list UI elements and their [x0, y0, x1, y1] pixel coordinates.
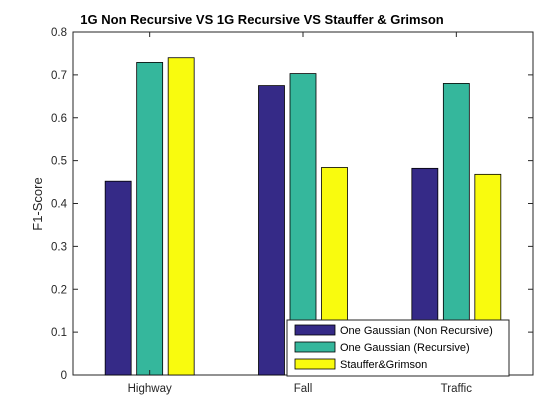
- x-tick-label-fall: Fall: [294, 383, 313, 395]
- y-tick-label: 0: [61, 370, 67, 382]
- y-tick-label: 0.5: [51, 156, 67, 168]
- y-axis-label: F1-Score: [30, 177, 45, 230]
- chart-title: 1G Non Recursive VS 1G Recursive VS Stau…: [80, 12, 443, 27]
- legend-label-series-3: Stauffer&Grimson: [340, 359, 427, 371]
- legend: One Gaussian (Non Recursive) One Gaussian…: [287, 320, 509, 376]
- y-tick-label: 0.4: [51, 199, 68, 211]
- x-tick-label-traffic: Traffic: [441, 383, 473, 395]
- y-tick-label: 0.6: [51, 113, 67, 125]
- bar-highway-series-3: [168, 58, 194, 375]
- legend-label-series-2: One Gaussian (Recursive): [340, 342, 470, 354]
- y-tick-label: 0.7: [51, 70, 67, 82]
- y-tick-label: 0.8: [51, 27, 67, 39]
- legend-swatch-series-2: [295, 342, 335, 352]
- y-tick-label: 0.1: [51, 327, 67, 339]
- y-tick-label: 0.2: [51, 284, 67, 296]
- legend-swatch-series-3: [295, 359, 335, 369]
- legend-swatch-series-1: [295, 325, 335, 335]
- bar-highway-series-2: [137, 62, 163, 375]
- bar-highway-series-1: [105, 181, 131, 375]
- bar-fall-series-1: [259, 86, 285, 375]
- x-tick-label-highway: Highway: [128, 383, 172, 395]
- legend-label-series-1: One Gaussian (Non Recursive): [340, 325, 493, 337]
- y-tick-label: 0.3: [51, 241, 67, 253]
